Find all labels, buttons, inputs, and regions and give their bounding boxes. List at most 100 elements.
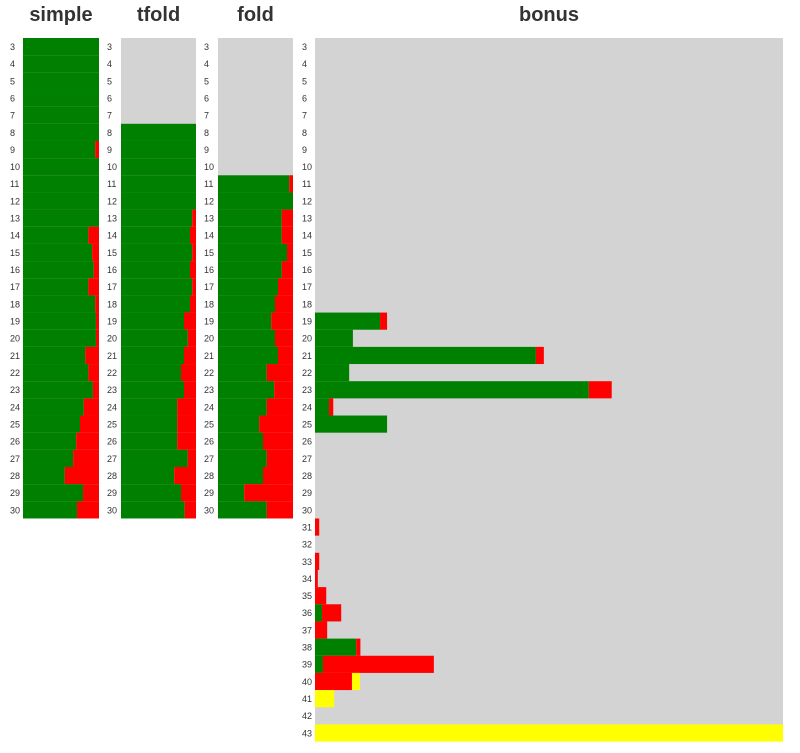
- bar-segment: [92, 243, 99, 262]
- row-label: 19: [107, 317, 117, 327]
- row-label: 14: [107, 231, 117, 241]
- row-label: 16: [10, 265, 20, 275]
- row-label: 30: [10, 505, 20, 515]
- bar-segment: [23, 295, 96, 313]
- bar-segment: [289, 175, 293, 193]
- row-label: 16: [302, 265, 312, 275]
- bar-segment: [23, 55, 99, 73]
- bar-segment: [218, 209, 282, 227]
- bar-segment: [274, 381, 293, 399]
- bar-segment: [93, 261, 99, 279]
- bar-segment: [23, 346, 86, 365]
- bar-segment: [218, 312, 272, 330]
- bar-segment: [121, 123, 196, 141]
- row-label: 21: [204, 351, 214, 361]
- bar-segment: [266, 398, 293, 416]
- bar-segment: [88, 226, 99, 244]
- row-label: 12: [107, 196, 117, 206]
- bar-segment: [121, 381, 184, 399]
- row-label: 27: [107, 454, 117, 464]
- bar-segment: [218, 261, 282, 279]
- bar-segment: [218, 278, 278, 296]
- bar-segment: [23, 89, 99, 107]
- bar-segment: [380, 312, 388, 330]
- bar-segment: [190, 226, 196, 244]
- bar-segment: [315, 415, 388, 433]
- bar-segment: [76, 432, 99, 450]
- bar-segment: [23, 123, 99, 141]
- bar-segment: [177, 415, 196, 433]
- row-label: 19: [302, 317, 312, 327]
- row-label: 11: [10, 179, 19, 189]
- bar-segment: [218, 364, 267, 382]
- bar-segment: [23, 381, 93, 399]
- row-label: 29: [204, 488, 214, 498]
- row-label: 30: [107, 505, 117, 515]
- row-label: 6: [107, 93, 112, 103]
- bar-segment: [174, 467, 196, 485]
- bar-segment: [92, 381, 99, 399]
- row-label: 20: [204, 334, 214, 344]
- row-label: 28: [107, 471, 117, 481]
- row-label: 4: [204, 59, 209, 69]
- bar-segment: [23, 192, 99, 210]
- bar-segment: [275, 295, 293, 313]
- bar-segment: [121, 261, 190, 279]
- row-label: 7: [302, 111, 307, 121]
- bar-segment: [95, 295, 99, 313]
- row-label: 23: [10, 385, 20, 395]
- bar-segment: [184, 346, 196, 365]
- row-label: 20: [107, 334, 117, 344]
- row-label: 11: [302, 179, 311, 189]
- bar-segment: [121, 192, 196, 210]
- bar-segment: [121, 449, 188, 467]
- row-label: 27: [302, 454, 312, 464]
- bar-segment: [315, 655, 323, 673]
- row-label: 27: [10, 454, 20, 464]
- bar-segment: [218, 449, 267, 467]
- bar-segment: [218, 467, 263, 485]
- row-label: 14: [10, 231, 20, 241]
- bar-segment: [315, 398, 330, 416]
- row-label: 10: [204, 162, 214, 172]
- bar-segment: [177, 432, 196, 450]
- row-label: 15: [107, 248, 117, 258]
- row-label: 3: [302, 42, 307, 52]
- bar-segment: [588, 381, 612, 399]
- bar-segment: [263, 467, 293, 485]
- bar-segment: [259, 415, 293, 433]
- row-label: 3: [204, 42, 209, 52]
- bar-segment: [184, 501, 196, 519]
- bar-segment: [218, 329, 275, 347]
- row-label: 34: [302, 574, 312, 584]
- bar-segment: [322, 655, 434, 673]
- bar-segment: [121, 364, 181, 382]
- bar-segment: [218, 226, 282, 244]
- bar-segment: [95, 312, 99, 330]
- bar-segment: [535, 346, 544, 365]
- bar-segment: [278, 278, 293, 296]
- bar-segment: [266, 449, 293, 467]
- row-label: 30: [204, 505, 214, 515]
- bar-segment: [190, 295, 196, 313]
- row-label: 9: [107, 145, 112, 155]
- row-label: 21: [107, 351, 117, 361]
- bar-segment: [121, 175, 196, 193]
- row-label: 13: [204, 214, 214, 224]
- row-label: 8: [10, 128, 15, 138]
- bar-segment: [181, 484, 196, 502]
- bar-segment: [315, 381, 589, 399]
- row-label: 9: [302, 145, 307, 155]
- row-label: 11: [204, 179, 213, 189]
- bar-segment: [275, 329, 293, 347]
- bar-segment: [190, 261, 196, 279]
- row-label: 3: [10, 42, 15, 52]
- bar-segment: [121, 346, 184, 365]
- row-label: 30: [302, 505, 312, 515]
- bar-segment: [315, 364, 350, 382]
- bar-segment: [281, 261, 293, 279]
- row-label: 38: [302, 643, 312, 653]
- bar-segment: [121, 415, 178, 433]
- row-label: 22: [10, 368, 20, 378]
- row-label: 29: [302, 488, 312, 498]
